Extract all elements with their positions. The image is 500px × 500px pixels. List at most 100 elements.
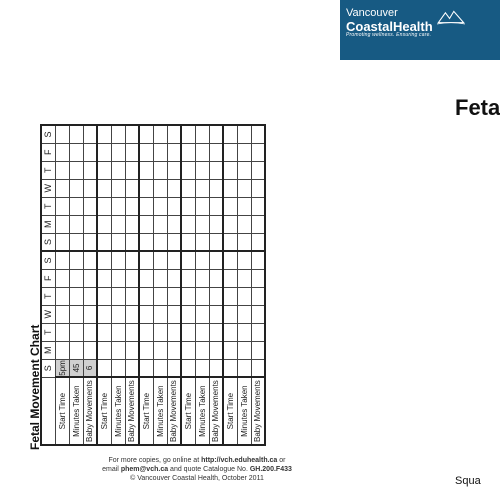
chart-cell[interactable]: [209, 143, 223, 161]
chart-cell[interactable]: [55, 143, 69, 161]
chart-cell[interactable]: [181, 197, 195, 215]
chart-cell[interactable]: [153, 143, 167, 161]
chart-cell[interactable]: [125, 305, 139, 323]
chart-cell[interactable]: [83, 341, 97, 359]
chart-cell[interactable]: [167, 287, 181, 305]
chart-cell[interactable]: [111, 215, 125, 233]
chart-cell[interactable]: [195, 161, 209, 179]
chart-cell[interactable]: [139, 305, 153, 323]
chart-cell[interactable]: [83, 179, 97, 197]
chart-cell[interactable]: [237, 161, 251, 179]
chart-cell[interactable]: [181, 359, 195, 377]
chart-cell[interactable]: 45: [69, 359, 83, 377]
chart-cell[interactable]: [97, 143, 111, 161]
chart-cell[interactable]: [195, 215, 209, 233]
chart-cell[interactable]: [83, 215, 97, 233]
chart-cell[interactable]: [181, 269, 195, 287]
chart-cell[interactable]: [125, 161, 139, 179]
chart-cell[interactable]: [153, 179, 167, 197]
chart-cell[interactable]: [111, 269, 125, 287]
chart-cell[interactable]: [195, 287, 209, 305]
chart-cell[interactable]: [181, 125, 195, 143]
chart-cell[interactable]: [125, 287, 139, 305]
chart-cell[interactable]: [111, 143, 125, 161]
chart-cell[interactable]: [111, 341, 125, 359]
chart-cell[interactable]: [125, 125, 139, 143]
chart-cell[interactable]: [125, 197, 139, 215]
chart-cell[interactable]: [69, 215, 83, 233]
chart-cell[interactable]: [195, 125, 209, 143]
chart-cell[interactable]: [223, 287, 237, 305]
chart-cell[interactable]: [167, 251, 181, 269]
chart-cell[interactable]: [97, 161, 111, 179]
chart-cell[interactable]: [139, 287, 153, 305]
chart-cell[interactable]: [223, 197, 237, 215]
chart-cell[interactable]: [83, 197, 97, 215]
chart-cell[interactable]: [167, 125, 181, 143]
chart-cell[interactable]: [139, 269, 153, 287]
chart-cell[interactable]: [237, 125, 251, 143]
chart-cell[interactable]: [223, 179, 237, 197]
chart-cell[interactable]: [83, 161, 97, 179]
chart-cell[interactable]: [195, 143, 209, 161]
chart-cell[interactable]: [167, 269, 181, 287]
chart-cell[interactable]: [195, 197, 209, 215]
chart-cell[interactable]: [209, 161, 223, 179]
chart-cell[interactable]: 5pm: [55, 359, 69, 377]
chart-cell[interactable]: [181, 251, 195, 269]
chart-cell[interactable]: [111, 323, 125, 341]
chart-cell[interactable]: [251, 125, 265, 143]
chart-cell[interactable]: [251, 179, 265, 197]
chart-cell[interactable]: [209, 269, 223, 287]
chart-cell[interactable]: [55, 125, 69, 143]
chart-cell[interactable]: [223, 215, 237, 233]
chart-cell[interactable]: [223, 143, 237, 161]
chart-cell[interactable]: [111, 233, 125, 251]
chart-cell[interactable]: [209, 287, 223, 305]
chart-cell[interactable]: [153, 287, 167, 305]
chart-cell[interactable]: [153, 215, 167, 233]
chart-cell[interactable]: [251, 341, 265, 359]
chart-cell[interactable]: [167, 215, 181, 233]
chart-cell[interactable]: [223, 161, 237, 179]
chart-cell[interactable]: [251, 161, 265, 179]
chart-cell[interactable]: [83, 269, 97, 287]
chart-cell[interactable]: [181, 287, 195, 305]
chart-cell[interactable]: [97, 197, 111, 215]
chart-cell[interactable]: [97, 305, 111, 323]
chart-cell[interactable]: [251, 359, 265, 377]
chart-cell[interactable]: [153, 233, 167, 251]
chart-cell[interactable]: [209, 215, 223, 233]
chart-cell[interactable]: [139, 215, 153, 233]
chart-cell[interactable]: [97, 341, 111, 359]
chart-cell[interactable]: [251, 143, 265, 161]
chart-cell[interactable]: [167, 197, 181, 215]
chart-cell[interactable]: [55, 179, 69, 197]
chart-cell[interactable]: [237, 323, 251, 341]
chart-cell[interactable]: [97, 269, 111, 287]
chart-cell[interactable]: [167, 359, 181, 377]
chart-cell[interactable]: [83, 125, 97, 143]
chart-cell[interactable]: [111, 179, 125, 197]
chart-cell[interactable]: [125, 179, 139, 197]
chart-cell[interactable]: [125, 143, 139, 161]
chart-cell[interactable]: [167, 341, 181, 359]
chart-cell[interactable]: [139, 323, 153, 341]
chart-cell[interactable]: [69, 323, 83, 341]
chart-cell[interactable]: [195, 233, 209, 251]
chart-cell[interactable]: [209, 197, 223, 215]
chart-cell[interactable]: [55, 323, 69, 341]
chart-cell[interactable]: [111, 251, 125, 269]
chart-cell[interactable]: [83, 323, 97, 341]
chart-cell[interactable]: [237, 287, 251, 305]
chart-cell[interactable]: [181, 143, 195, 161]
chart-cell[interactable]: [237, 197, 251, 215]
chart-cell[interactable]: [181, 233, 195, 251]
chart-cell[interactable]: [139, 233, 153, 251]
chart-cell[interactable]: [55, 287, 69, 305]
chart-cell[interactable]: [111, 287, 125, 305]
chart-cell[interactable]: [181, 179, 195, 197]
chart-cell[interactable]: [167, 161, 181, 179]
chart-cell[interactable]: [69, 341, 83, 359]
chart-cell[interactable]: [83, 305, 97, 323]
